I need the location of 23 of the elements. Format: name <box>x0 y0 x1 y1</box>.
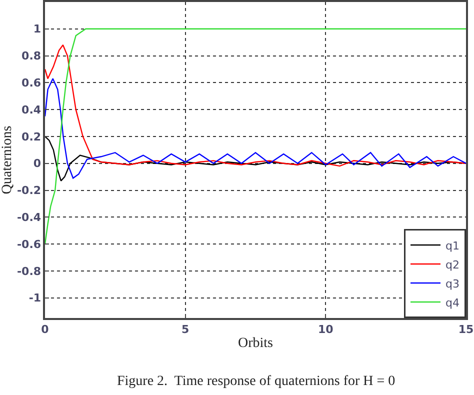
caption: Figure 2. Time response of quaternions for H = 0 <box>117 374 396 389</box>
y-tick-label: -0.8 <box>16 264 42 278</box>
x-tick-label: 5 <box>182 322 190 336</box>
y-tick-label: -0.6 <box>16 238 42 251</box>
x-axis-title: Orbits <box>238 336 273 351</box>
x-tick-label: 15 <box>458 322 474 336</box>
line-series <box>45 44 466 167</box>
y-tick-label: 0.8 <box>22 50 42 63</box>
y-tick-label: -0.2 <box>16 184 42 198</box>
line-series <box>45 78 466 179</box>
y-tick-label: 1 <box>33 22 42 36</box>
y-tick-label: 0.4 <box>22 103 42 116</box>
y-tick-label: -1 <box>28 292 42 305</box>
legend-label: q2 <box>446 258 460 272</box>
y-tick-label: -0.4 <box>16 211 42 224</box>
y-tick-label: 0.2 <box>22 130 42 144</box>
legend-label: q4 <box>446 296 460 310</box>
y-tick-label: 0 <box>33 157 42 170</box>
legend-label: q3 <box>446 277 460 290</box>
x-tick-label: 10 <box>318 322 334 336</box>
legend-label: q1 <box>446 239 460 252</box>
y-tick-label: 0.6 <box>22 76 42 90</box>
y-axis-title: Quaternions <box>0 126 16 194</box>
